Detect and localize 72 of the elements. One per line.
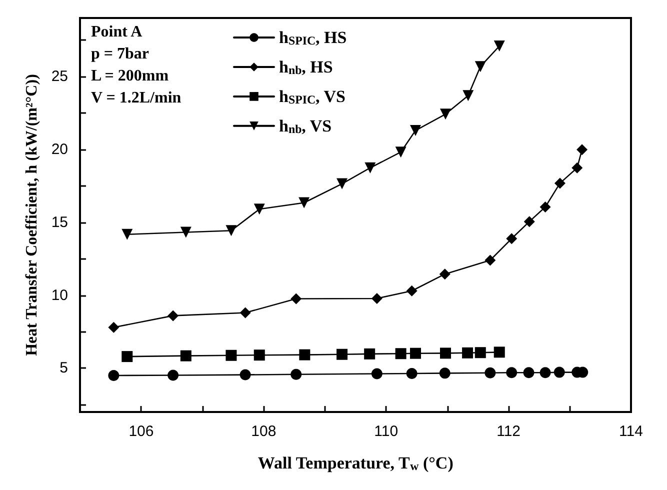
point: [240, 307, 251, 318]
point: [572, 162, 583, 174]
point: [299, 349, 310, 360]
point: [371, 368, 382, 380]
point: [298, 197, 310, 208]
point: [108, 322, 120, 333]
x-tick-label: 114: [619, 423, 643, 440]
x-tick-label: 110: [374, 423, 398, 440]
y-axis-title: Heat Transfer Coefficient, h (kW/(m²°C)): [24, 74, 40, 356]
point: [168, 310, 179, 322]
point: [226, 350, 237, 361]
point: [364, 162, 376, 174]
y-tick-label: 15: [51, 214, 68, 231]
point: [462, 347, 474, 358]
annotation: p = 7bar: [91, 46, 150, 62]
legend-label: hSPIC, HS: [279, 28, 347, 48]
x-tick-label: 106: [128, 423, 154, 440]
point: [554, 366, 565, 378]
point: [462, 90, 474, 102]
y-tick-label: 5: [60, 360, 68, 377]
x-axis-title: Wall Temperature, Tw (°C): [258, 453, 454, 473]
point: [524, 216, 535, 228]
annotation: Point A: [91, 24, 143, 40]
point: [168, 370, 179, 381]
point: [523, 367, 534, 378]
x-tick-label: 112: [496, 423, 521, 440]
x-tick-label: 108: [251, 423, 276, 440]
point: [439, 368, 450, 379]
y-tick-label: 20: [51, 140, 68, 158]
point: [395, 146, 406, 158]
annotation: L = 200mm: [91, 68, 170, 84]
legend-label: hnb, VS: [279, 116, 332, 136]
point: [371, 292, 382, 304]
point: [406, 285, 418, 296]
point: [180, 226, 192, 238]
point: [122, 228, 133, 240]
point: [440, 348, 451, 359]
point: [290, 368, 302, 380]
legend-label: hnb, HS: [279, 57, 333, 77]
point: [122, 351, 133, 362]
y-tick-label: 10: [51, 286, 68, 304]
point: [439, 268, 450, 280]
point: [180, 350, 192, 362]
point: [410, 125, 421, 136]
point: [364, 348, 376, 360]
point: [494, 40, 505, 52]
point: [540, 367, 551, 378]
point: [336, 178, 348, 190]
legend-label: hSPIC, VS: [279, 86, 346, 106]
point: [395, 348, 406, 360]
point: [474, 347, 486, 358]
point: [240, 369, 251, 380]
point: [506, 233, 518, 244]
point: [410, 348, 421, 359]
y-tick-label: 25: [51, 68, 68, 85]
point: [506, 367, 518, 378]
point: [290, 293, 302, 304]
point: [494, 346, 505, 358]
point: [254, 204, 265, 215]
point: [554, 178, 566, 189]
point: [576, 144, 588, 156]
point: [108, 370, 120, 382]
point: [484, 367, 496, 378]
point: [540, 201, 551, 212]
point: [474, 61, 486, 72]
point: [336, 348, 348, 360]
point: [484, 254, 496, 266]
point: [226, 225, 237, 236]
annotation: V = 1.2L/min: [91, 90, 182, 106]
point: [406, 368, 418, 379]
point: [440, 108, 451, 120]
point: [254, 350, 265, 361]
